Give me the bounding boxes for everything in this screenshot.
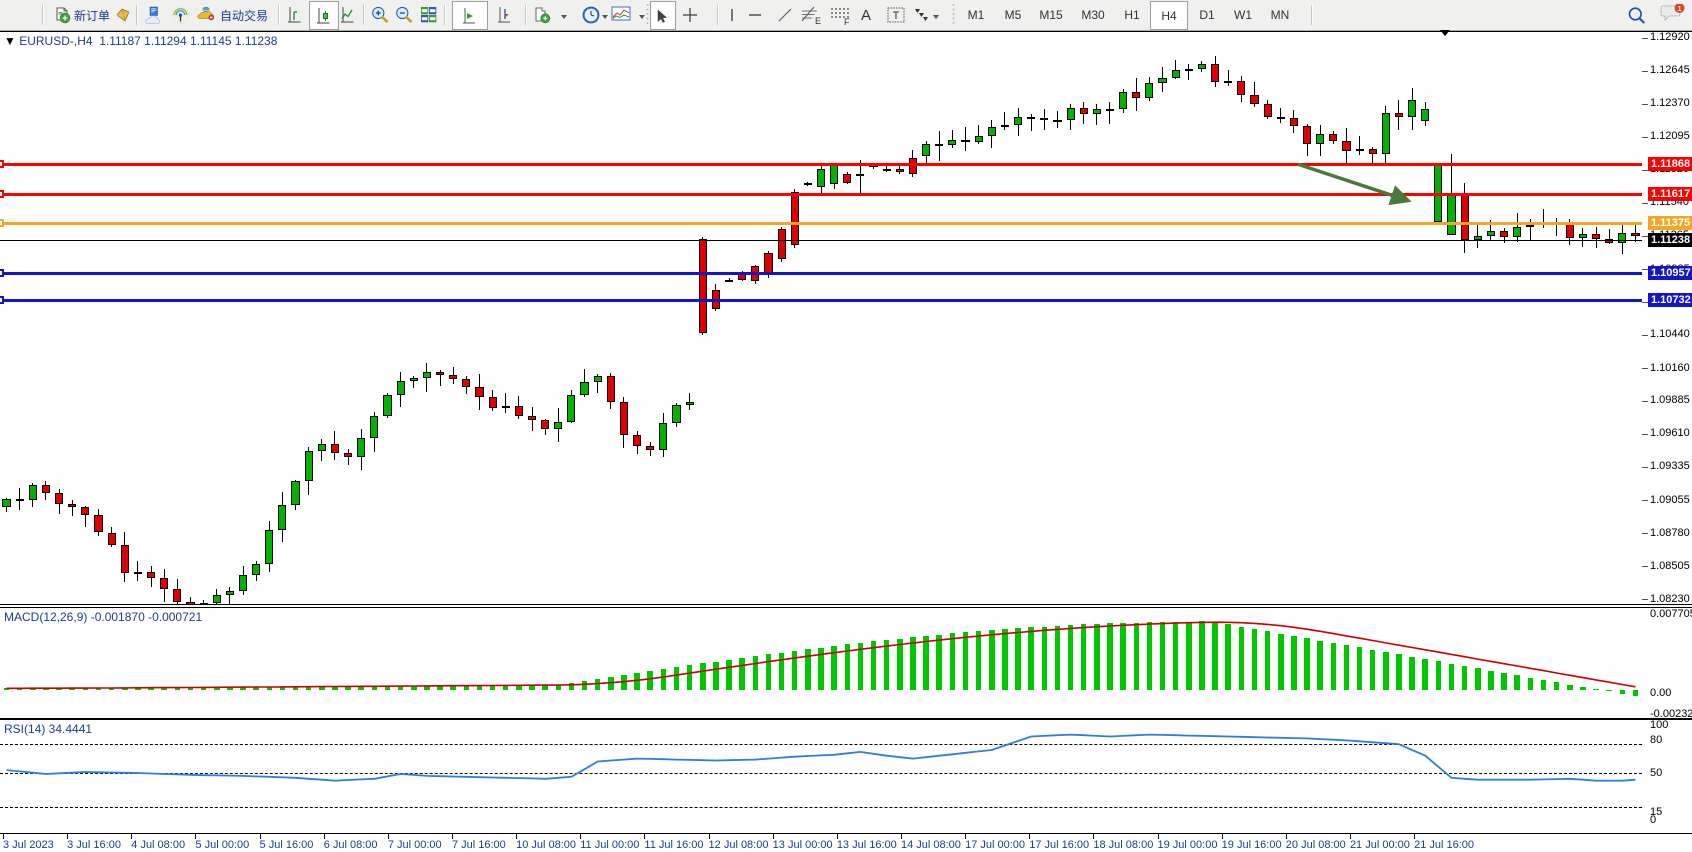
svg-text:T: T bbox=[893, 10, 900, 22]
svg-text:1: 1 bbox=[1677, 4, 1681, 13]
